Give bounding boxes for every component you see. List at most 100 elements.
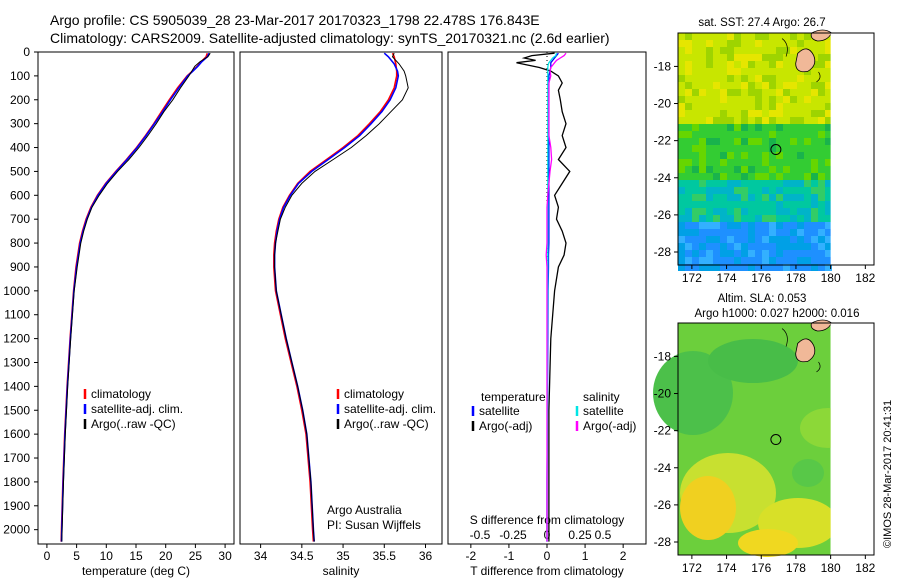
- sst-map-cell: [685, 47, 692, 54]
- sst-map-cell: [685, 110, 692, 117]
- sst-map-cell: [748, 264, 755, 271]
- sst-map-cell: [755, 145, 762, 152]
- sst-map-cell: [741, 243, 748, 250]
- sst-map-cell: [706, 138, 713, 145]
- sst-map-cell: [741, 194, 748, 201]
- sla-map-xtick-label: 172: [682, 561, 702, 575]
- sst-map-cell: [748, 47, 755, 54]
- sst-map-cell: [804, 96, 811, 103]
- sst-map-cell: [776, 180, 783, 187]
- sst-map-cell: [755, 159, 762, 166]
- sst-map-cell: [825, 40, 832, 47]
- sst-map-cell: [776, 54, 783, 61]
- header-line-1: Argo profile: CS 5905039_28 23-Mar-2017 …: [50, 12, 540, 28]
- sst-map-cell: [699, 110, 706, 117]
- sst-map-cell: [804, 89, 811, 96]
- sst-map-cell: [769, 173, 776, 180]
- sst-map-cell: [713, 173, 720, 180]
- temperature-xlabel: temperature (deg C): [82, 564, 190, 578]
- sst-map-cell: [762, 96, 769, 103]
- sst-map-cell: [741, 152, 748, 159]
- sst-map-cell: [706, 110, 713, 117]
- sst-map-cell: [804, 103, 811, 110]
- sst-map-cell: [720, 61, 727, 68]
- sst-map-cell: [783, 110, 790, 117]
- sst-map-cell: [706, 201, 713, 208]
- sst-map-cell: [713, 180, 720, 187]
- sst-map-cell: [804, 124, 811, 131]
- sst-map-cell: [713, 40, 720, 47]
- sst-map-cell: [685, 103, 692, 110]
- sst-map-cell: [727, 264, 734, 271]
- sst-map-cell: [783, 180, 790, 187]
- sst-map-cell: [727, 257, 734, 264]
- temperature-legend-label: climatology: [91, 387, 151, 401]
- sst-map-cell: [790, 54, 797, 61]
- sst-map-cell: [811, 222, 818, 229]
- sst-map-cell: [678, 75, 685, 82]
- sst-map-cell: [692, 61, 699, 68]
- depth-tick-label: 900: [10, 260, 30, 274]
- sst-map-cell: [706, 89, 713, 96]
- sst-map-cell: [727, 96, 734, 103]
- sla-map-argo-marker: [770, 434, 782, 446]
- sst-map-cell: [713, 124, 720, 131]
- depth-tick-label: 1700: [3, 451, 30, 465]
- sst-map-cell: [685, 96, 692, 103]
- sst-map-cell: [818, 264, 825, 271]
- sst-map-cell: [769, 82, 776, 89]
- sst-map-cell: [741, 264, 748, 271]
- sst-map-cell: [818, 131, 825, 138]
- sst-map-cell: [811, 124, 818, 131]
- sst-map-xtick-label: 176: [751, 271, 771, 285]
- sst-map-cell: [755, 75, 762, 82]
- sst-map-cell: [790, 229, 797, 236]
- sst-map-cell: [713, 54, 720, 61]
- sst-map-cell: [776, 243, 783, 250]
- sst-map-cell: [706, 222, 713, 229]
- sst-map-cell: [818, 159, 825, 166]
- sst-map-cell: [769, 75, 776, 82]
- sst-map-cell: [804, 40, 811, 47]
- sst-map-cell: [804, 33, 811, 40]
- sst-map-cell: [762, 33, 769, 40]
- sst-map-cell: [713, 47, 720, 54]
- depth-tick-label: 200: [10, 93, 30, 107]
- sst-map-cell: [818, 124, 825, 131]
- sst-map-cell: [685, 82, 692, 89]
- sst-map-cell: [706, 61, 713, 68]
- sst-map-cell: [755, 194, 762, 201]
- sla-map-subtitle: Argo h1000: 0.027 h2000: 0.016: [695, 308, 860, 320]
- temperature-legend-label: Argo(..raw -QC): [91, 417, 176, 431]
- sst-map-cell: [818, 75, 825, 82]
- sst-map-cell: [734, 61, 741, 68]
- sst-map-ytick-label: -18: [654, 59, 672, 73]
- sst-map-cell: [678, 166, 685, 173]
- sst-map-cell: [734, 208, 741, 215]
- difference-s-tick-label: -0.25: [499, 528, 527, 542]
- sla-map-title: Altim. SLA: 0.053: [718, 293, 807, 305]
- sst-map-cell: [811, 159, 818, 166]
- sst-map-cell: [748, 110, 755, 117]
- salinity-annotation: Argo Australia: [327, 503, 402, 517]
- sst-map-cell: [783, 124, 790, 131]
- sst-map-cell: [685, 40, 692, 47]
- sst-map-cell: [783, 96, 790, 103]
- sst-map-cell: [762, 68, 769, 75]
- sst-map-cell: [720, 47, 727, 54]
- sst-map-cell: [797, 173, 804, 180]
- sst-map-cell: [692, 166, 699, 173]
- sst-map-cell: [797, 187, 804, 194]
- sst-map-cell: [783, 208, 790, 215]
- sst-map-cell: [818, 208, 825, 215]
- sst-map-cell: [713, 201, 720, 208]
- sst-map-cell: [734, 194, 741, 201]
- sla-map-xtick-label: 174: [717, 561, 737, 575]
- sst-map-cell: [790, 117, 797, 124]
- sst-map-cell: [720, 40, 727, 47]
- sst-map-cell: [769, 166, 776, 173]
- difference-line-2: [546, 53, 558, 542]
- sst-map-cell: [797, 124, 804, 131]
- sst-map-cell: [727, 194, 734, 201]
- sst-map-cell: [804, 187, 811, 194]
